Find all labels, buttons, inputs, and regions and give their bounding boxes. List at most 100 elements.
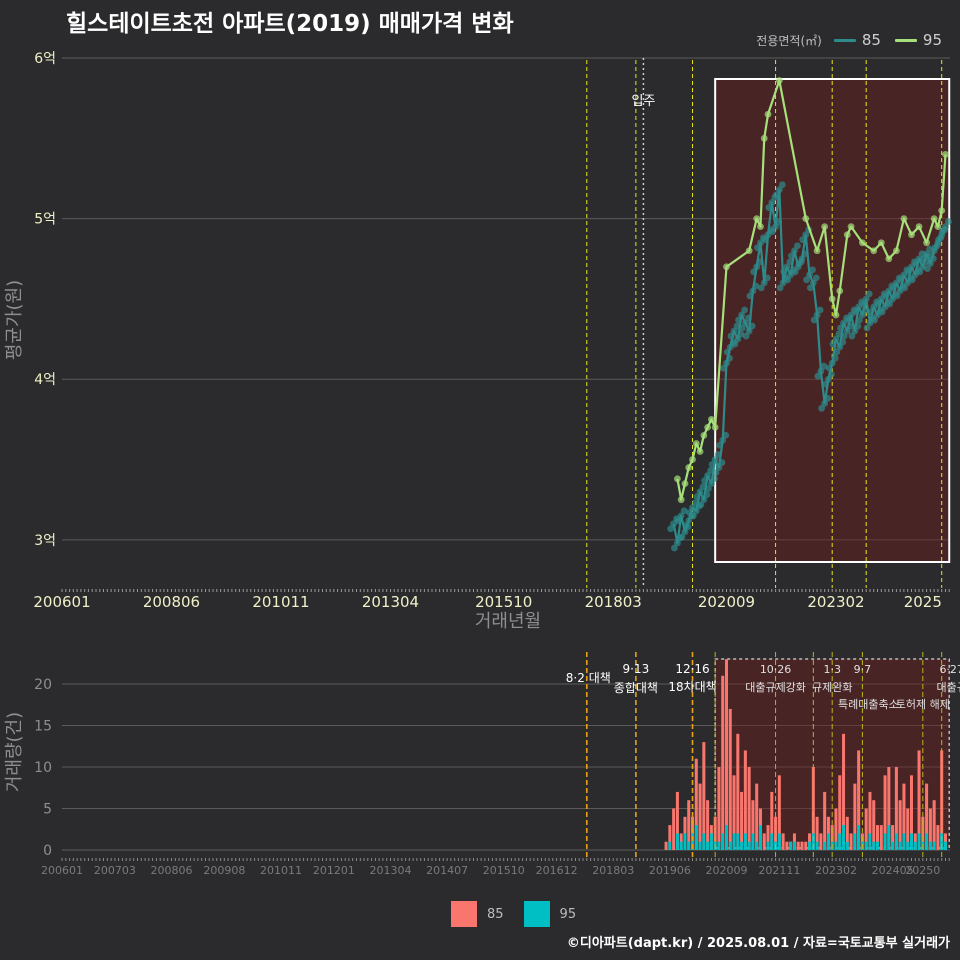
volume-bar-95 xyxy=(728,841,732,850)
scatter-point-95 xyxy=(674,475,681,483)
volume-bar-85 xyxy=(713,816,717,850)
volume-bar-95 xyxy=(789,841,793,850)
volume-bar-85 xyxy=(668,825,672,850)
series-line-95 xyxy=(676,79,947,501)
y-tick-label-bottom: 20 xyxy=(34,677,52,693)
volume-bar-95 xyxy=(842,825,846,850)
volume-bar-85 xyxy=(736,733,740,850)
scatter-point-85 xyxy=(778,181,786,189)
volume-bar-95 xyxy=(687,841,691,850)
scatter-point-85 xyxy=(776,284,784,292)
volume-bar-95 xyxy=(902,833,906,850)
scatter-point-85 xyxy=(769,228,776,236)
volume-bar-95 xyxy=(770,833,774,850)
volume-bar-95 xyxy=(811,833,815,850)
occupancy-label: 입주 xyxy=(631,94,655,109)
volume-bar-85 xyxy=(796,841,800,850)
x-tick-label-top: 202302 xyxy=(807,593,864,611)
volume-bar-85 xyxy=(883,775,887,850)
x-tick-label-top: 202009 xyxy=(698,593,755,611)
legend-label-95: 95 xyxy=(922,31,942,49)
volume-bar-95 xyxy=(702,833,706,850)
volume-bar-95 xyxy=(913,841,917,850)
scatter-point-85 xyxy=(916,268,924,276)
volume-bar-95 xyxy=(679,841,683,850)
volume-bar-95 xyxy=(868,833,872,850)
volume-bar-95 xyxy=(698,841,702,850)
scatter-point-85 xyxy=(678,533,686,541)
volume-bar-85 xyxy=(868,791,872,850)
volume-bar-85 xyxy=(755,783,759,850)
volume-bar-85 xyxy=(702,742,706,850)
y-tick-label-top: 4억 xyxy=(34,372,56,388)
y-axis-title-top: 평균가(원) xyxy=(4,280,25,360)
y-tick-label-top: 3억 xyxy=(34,533,56,549)
scatter-point-85 xyxy=(731,340,739,348)
scatter-point-85 xyxy=(667,525,675,533)
volume-bar-95 xyxy=(894,833,898,850)
x-tick-label-top: 201304 xyxy=(362,593,419,611)
x-tick-label-top: 201011 xyxy=(252,593,309,611)
y-tick-label-bottom: 5 xyxy=(43,802,52,818)
legend-title: 전용면적(㎡) xyxy=(756,33,822,48)
volume-bar-95 xyxy=(747,841,751,850)
volume-bar-85 xyxy=(694,758,698,850)
volume-bar-95 xyxy=(898,841,902,850)
volume-bar-85 xyxy=(675,791,679,850)
y-tick-label-top: 5억 xyxy=(34,212,56,228)
y-axis-title-bottom: 거래량(건) xyxy=(4,712,25,792)
volume-bar-85 xyxy=(728,708,732,850)
x-tick-label-bottom: 202302 xyxy=(815,864,857,877)
volume-bar-85 xyxy=(857,750,861,850)
scatter-point-85 xyxy=(901,284,909,292)
x-tick-label-bottom: 201510 xyxy=(483,864,525,877)
policy-label: 6·27 xyxy=(939,663,960,676)
volume-bar-85 xyxy=(823,791,827,850)
scatter-point-85 xyxy=(812,274,820,282)
scatter-point-85 xyxy=(814,372,822,380)
x-tick-label-bottom: 200601 xyxy=(41,864,83,877)
volume-bar-95 xyxy=(766,841,770,850)
volume-bar-95 xyxy=(694,825,698,850)
x-tick-label-bottom: 201011 xyxy=(260,864,302,877)
legend-bar-label-95: 95 xyxy=(559,906,577,922)
x-axis-title-top: 거래년월 xyxy=(475,611,541,632)
volume-bar-85 xyxy=(872,800,876,850)
volume-bar-85 xyxy=(879,825,883,850)
volume-bar-95 xyxy=(932,841,936,850)
volume-bar-85 xyxy=(717,767,721,850)
scatter-point-85 xyxy=(848,332,856,340)
volume-bar-85 xyxy=(909,775,913,850)
volume-bar-95 xyxy=(823,841,827,850)
policy-label-detail: 특례대출축소 xyxy=(838,698,899,711)
volume-bar-85 xyxy=(770,791,774,850)
volume-bar-85 xyxy=(774,816,778,850)
volume-bar-85 xyxy=(815,816,819,850)
scatter-point-85 xyxy=(697,501,705,509)
volume-bar-85 xyxy=(891,825,895,850)
volume-bar-95 xyxy=(834,841,838,850)
scatter-point-85 xyxy=(893,292,901,300)
scatter-point-85 xyxy=(820,362,828,370)
y-tick-label-top: 6억 xyxy=(34,51,56,67)
policy-label: 12·16 xyxy=(675,662,709,676)
volume-bar-95 xyxy=(917,833,921,850)
x-minor-ticks-bottom xyxy=(61,858,950,861)
top-legend: 전용면적(㎡) 85 95 xyxy=(756,31,950,49)
policy-label: 9·13 xyxy=(623,662,650,676)
volume-bar-95 xyxy=(777,833,781,850)
x-tick-label-bottom: 202111 xyxy=(758,864,800,877)
volume-bar-85 xyxy=(781,833,785,850)
policy-label-detail: 토허제 해제 xyxy=(896,697,950,711)
volume-bar-85 xyxy=(921,816,925,850)
y-tick-label-bottom: 0 xyxy=(43,843,52,859)
legend-line-swatch-85 xyxy=(833,38,856,42)
scatter-point-85 xyxy=(741,306,748,314)
scatter-point-85 xyxy=(803,276,810,284)
x-minor-ticks-top xyxy=(61,589,950,592)
series-line-85 xyxy=(672,188,947,545)
volume-bar-95 xyxy=(808,841,812,850)
volume-bar-85 xyxy=(932,800,936,850)
policy-label: 8·2 대책 xyxy=(566,670,611,685)
